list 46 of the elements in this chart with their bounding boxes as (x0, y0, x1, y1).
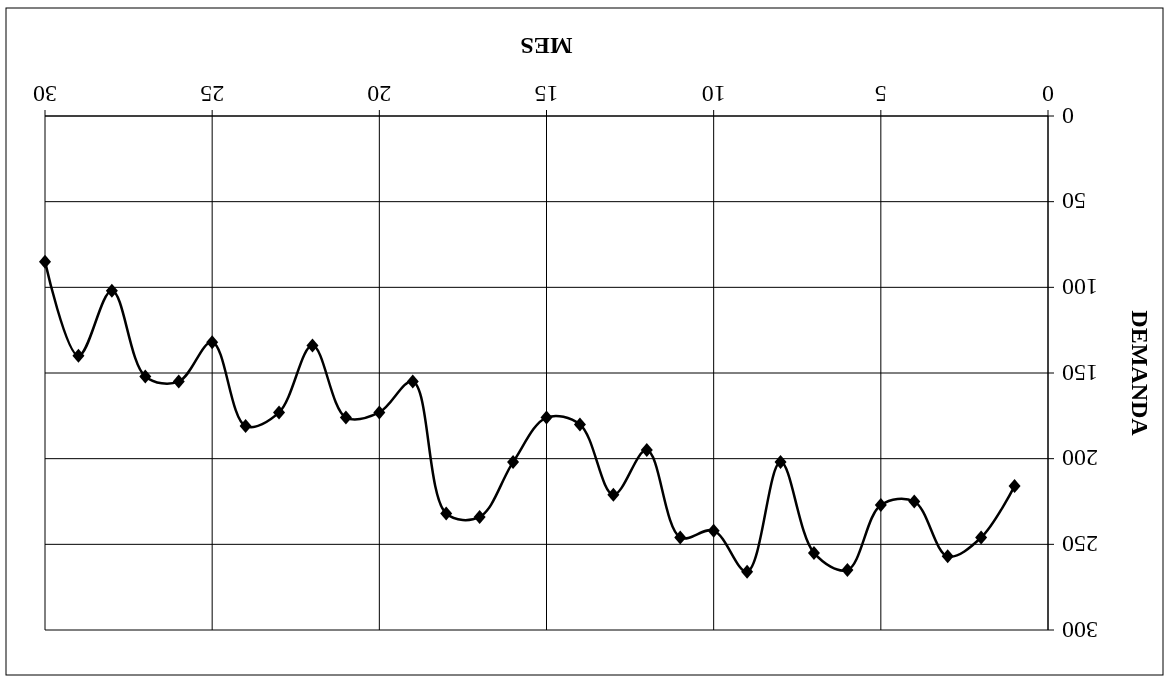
point (573, 417, 586, 432)
point (406, 374, 419, 389)
point (172, 374, 185, 389)
point (206, 335, 219, 350)
x-tick-label: 30 (33, 81, 57, 107)
x-tick-label: 25 (200, 81, 225, 107)
point (975, 530, 988, 545)
x-axis-title: MES (520, 33, 573, 59)
y-axis-title: DEMANDA (1127, 310, 1153, 437)
point (707, 523, 720, 538)
point (339, 410, 352, 425)
point (239, 419, 252, 434)
point (473, 509, 486, 524)
point (373, 405, 386, 420)
y-tick-label: 150 (1062, 359, 1098, 386)
point (874, 497, 887, 512)
x-tick-label: 15 (534, 81, 559, 107)
point (273, 405, 286, 420)
y-tick-label: 0 (1062, 102, 1074, 129)
point (807, 545, 820, 560)
point (607, 487, 620, 502)
x-tick-label: 5 (874, 81, 887, 107)
x-tick-label: 20 (367, 81, 392, 107)
point (1008, 479, 1021, 494)
point (741, 564, 754, 579)
point (841, 563, 854, 578)
point (908, 494, 921, 509)
point (440, 506, 453, 521)
y-tick-label: 250 (1062, 530, 1098, 557)
point (306, 338, 319, 353)
x-tick-label: 10 (701, 81, 726, 107)
point (674, 530, 687, 545)
point (139, 369, 152, 384)
point (507, 455, 520, 470)
point (941, 549, 954, 564)
point (72, 348, 85, 363)
point (540, 410, 553, 425)
y-tick-label: 100 (1062, 273, 1098, 300)
point (774, 455, 787, 470)
point (640, 443, 653, 458)
point (39, 254, 51, 269)
point (105, 283, 118, 298)
y-tick-label: 200 (1062, 445, 1098, 472)
y-tick-label: 300 (1062, 616, 1098, 643)
y-tick-label: 50 (1062, 188, 1086, 215)
x-tick-label: 0 (1042, 81, 1054, 107)
